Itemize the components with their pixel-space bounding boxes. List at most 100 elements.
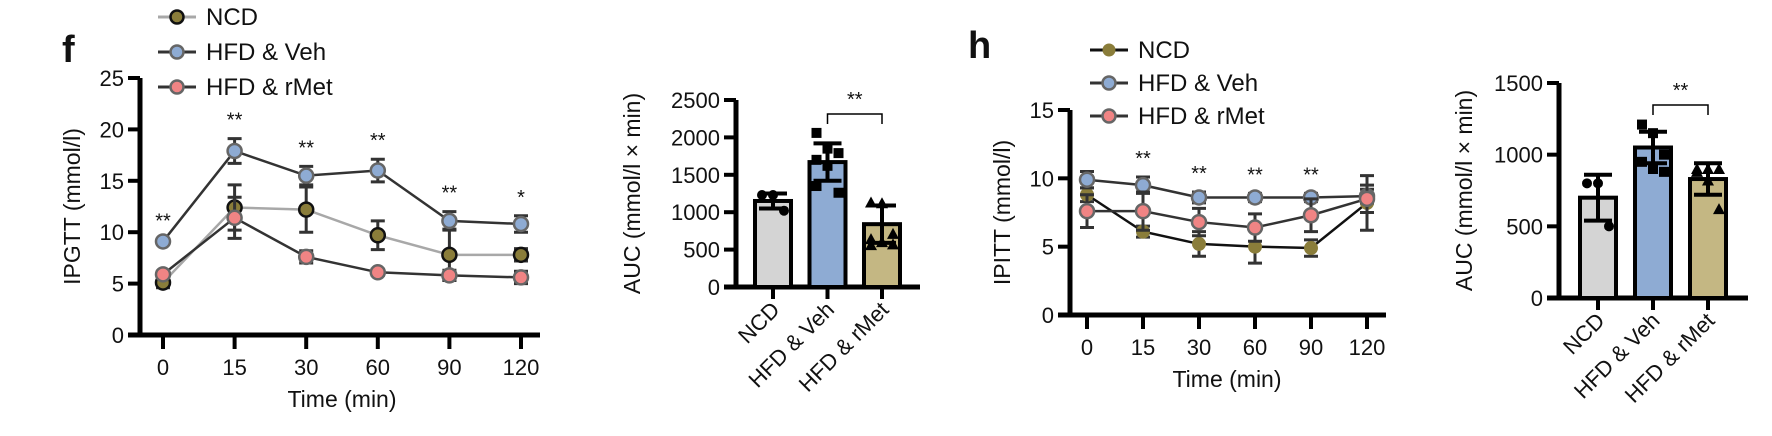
x-tick-label: 15 (222, 355, 246, 380)
x-tick-label: 60 (1243, 335, 1267, 360)
error-bar (813, 141, 842, 183)
individual-point (811, 127, 822, 138)
legend-label: NCD (1138, 37, 1190, 64)
individual-point (1691, 165, 1703, 177)
data-point (441, 267, 458, 284)
significance-label: ** (1135, 148, 1151, 170)
data-point (297, 248, 315, 266)
significance-label: ** (1247, 164, 1263, 186)
data-point (226, 142, 243, 160)
y-tick-label: 15 (1030, 98, 1054, 123)
error-bar (1584, 172, 1612, 223)
data-point (512, 246, 530, 264)
y-tick-label: 5 (112, 272, 124, 297)
y-tick-label: 0 (1531, 286, 1543, 311)
series-line (162, 206, 521, 284)
y-tick-label: 2000 (671, 125, 720, 150)
legend-label: HFD & rMet (206, 74, 333, 101)
individual-point (1659, 166, 1669, 177)
x-tick-label: 120 (503, 355, 540, 380)
panel-label-f: f (62, 29, 75, 71)
y-tick-label: 1000 (1494, 143, 1543, 168)
error-bar (1694, 161, 1722, 197)
data-point (1358, 190, 1376, 208)
y-tick-label: 10 (100, 220, 124, 245)
series-line (162, 216, 522, 279)
individual-point (833, 148, 844, 159)
data-point (297, 167, 315, 184)
y-tick-label: 2500 (671, 88, 720, 113)
legend-label: HFD & Veh (206, 39, 326, 66)
significance-bracket (1652, 104, 1709, 115)
data-point (1078, 202, 1096, 220)
legend-marker (169, 9, 185, 25)
significance-label: ** (1303, 164, 1319, 186)
y-axis-label: AUC (mmol/l × min) (1451, 90, 1477, 291)
data-point (369, 264, 387, 281)
significance-bracket (826, 113, 883, 124)
x-tick-label: 15 (1131, 335, 1155, 360)
data-point (1134, 176, 1152, 194)
significance-label: ** (1191, 163, 1207, 185)
error-bar (759, 191, 787, 211)
y-tick-label: 1500 (1494, 71, 1543, 96)
y-tick-label: 500 (683, 238, 720, 263)
y-axis-label: IPITT (mmol/l) (989, 140, 1015, 285)
significance-label: ** (155, 210, 171, 232)
individual-point (1713, 203, 1725, 215)
legend-label: NCD (206, 4, 258, 31)
x-tick-label: 0 (157, 355, 169, 380)
x-axis-label: Time (min) (1172, 366, 1281, 392)
y-tick-label: 0 (708, 275, 720, 300)
y-tick-label: 20 (100, 117, 124, 142)
significance-label: ** (227, 110, 243, 132)
y-tick-label: 0 (112, 323, 124, 348)
significance-label: ** (298, 137, 314, 159)
y-axis-label: IPGTT (mmol/l) (59, 128, 85, 285)
data-point (441, 212, 458, 230)
significance-label: ** (370, 130, 386, 152)
x-axis-label: Time (min) (287, 386, 396, 412)
data-point (1246, 189, 1264, 206)
individual-point (811, 181, 822, 192)
individual-point (1648, 164, 1658, 174)
individual-point (811, 154, 822, 165)
significance-label: * (517, 187, 525, 209)
y-tick-label: 1000 (671, 200, 720, 225)
error-bar (1639, 129, 1667, 166)
individual-point (1659, 149, 1669, 160)
error-bar (868, 203, 896, 245)
individual-point (1713, 163, 1725, 174)
y-tick-label: 1500 (671, 163, 720, 188)
data-point (1078, 171, 1096, 188)
x-tick-label: 120 (1349, 335, 1386, 360)
data-point (297, 201, 315, 218)
series-line (162, 149, 522, 243)
legend-label: HFD & Veh (1138, 70, 1258, 97)
chart-f-ipgtt: 0 5 10 15 20 25 IPGTT (mmol/l) 0 15 30 60 90 120 Time… (59, 4, 540, 412)
chart-h-ipitt: 0 5 10 15 IPITT (mmol/l) 0 15 30 60 90 120 Time (mi… (989, 37, 1386, 392)
data-point (441, 246, 458, 264)
individual-point (1582, 178, 1592, 189)
y-tick-label: 10 (1030, 166, 1054, 191)
x-tick-label: 30 (1187, 335, 1211, 360)
data-point (1192, 236, 1206, 251)
series-line (1086, 193, 1368, 250)
data-point (1190, 189, 1208, 206)
individual-point (1637, 119, 1647, 130)
significance-label: ** (847, 89, 863, 111)
legend-marker (1101, 75, 1117, 91)
individual-point (887, 227, 899, 239)
y-tick-label: 500 (1506, 214, 1543, 239)
significance-label: ** (442, 183, 458, 205)
individual-point (833, 187, 844, 198)
x-tick-label: 90 (1299, 335, 1323, 360)
panel-label-h: h (968, 25, 991, 67)
y-axis-label: AUC (mmol/l × min) (619, 93, 645, 294)
data-point (1246, 219, 1264, 236)
legend-marker (169, 79, 185, 95)
data-point (512, 215, 530, 233)
